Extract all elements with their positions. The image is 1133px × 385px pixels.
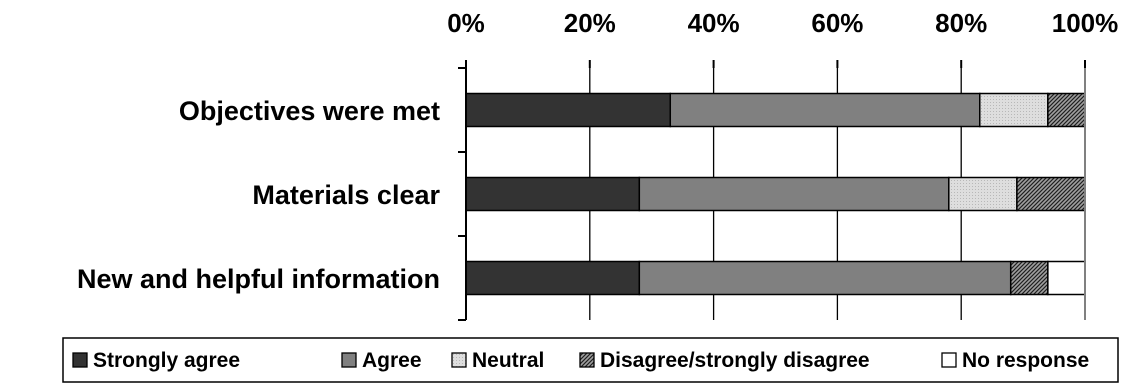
legend-label: Strongly agree [93,349,240,372]
category-label: Objectives were met [179,96,440,126]
bar-segment [638,260,1012,296]
bar-segment [948,176,1018,212]
legend-label: Disagree/strongly disagree [600,349,870,372]
bar-segment [1047,260,1086,296]
bar-segment [979,92,1049,128]
axes [458,60,1086,321]
bar-segment [1047,92,1086,128]
bars [465,92,1086,296]
x-tick-label: 80% [935,8,987,38]
bar-segment [1009,260,1049,296]
legend-swatch [341,352,357,368]
bar-segment [465,92,672,128]
x-tick-label: 100% [1052,8,1119,38]
bar-segment [465,260,641,296]
category-label: Materials clear [252,180,440,210]
category-labels: Objectives were met Materials clear New an… [77,96,440,294]
x-tick-label: 20% [564,8,616,38]
bar-segment [669,92,981,128]
legend-label: Neutral [472,349,544,372]
legend-label: Agree [362,349,422,372]
x-tick-label: 40% [688,8,740,38]
legend-label: No response [962,349,1089,372]
bar-segment [1016,176,1086,212]
x-tick-label: 0% [447,8,485,38]
x-tick-labels: 0% 20% 40% 60% 80% 100% [447,8,1118,38]
bar-segment [465,176,641,212]
bar-segment [638,176,950,212]
legend-swatch [72,352,88,368]
legend-swatch [941,352,957,368]
legend-swatch [579,352,595,368]
x-tick-label: 60% [811,8,863,38]
category-label: New and helpful information [77,264,440,294]
legend-swatch [451,352,467,368]
legend: Strongly agree Agree Neutral Disagree/stron… [62,337,1119,383]
